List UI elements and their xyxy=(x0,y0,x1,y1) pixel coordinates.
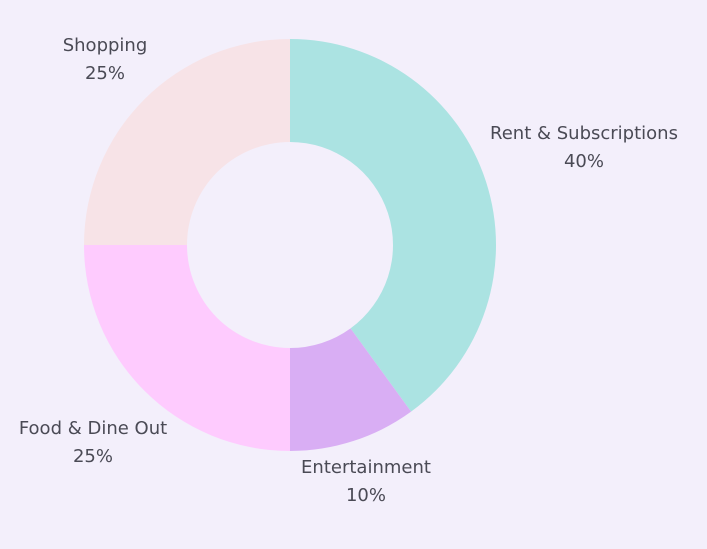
slice-label-entertainment: Entertainment xyxy=(301,457,431,478)
slice-label-food-and-dine-out: Food & Dine Out xyxy=(19,418,167,439)
slice-food-and-dine-out xyxy=(84,245,290,451)
slice-shopping xyxy=(84,39,290,245)
slice-percent-entertainment: 10% xyxy=(346,485,386,506)
slice-label-rent-and-subscriptions: Rent & Subscriptions xyxy=(490,123,678,144)
labels-group: Rent & Subscriptions 40% Entertainment 10% F… xyxy=(19,35,678,506)
slice-label-shopping: Shopping xyxy=(63,35,148,56)
slice-percent-rent-and-subscriptions: 40% xyxy=(564,151,604,172)
slices-group xyxy=(84,39,496,451)
slice-entertainment xyxy=(290,328,412,451)
slice-percent-food-and-dine-out: 25% xyxy=(73,446,113,467)
slice-percent-shopping: 25% xyxy=(85,63,125,84)
slice-rent-and-subscriptions xyxy=(290,39,496,412)
